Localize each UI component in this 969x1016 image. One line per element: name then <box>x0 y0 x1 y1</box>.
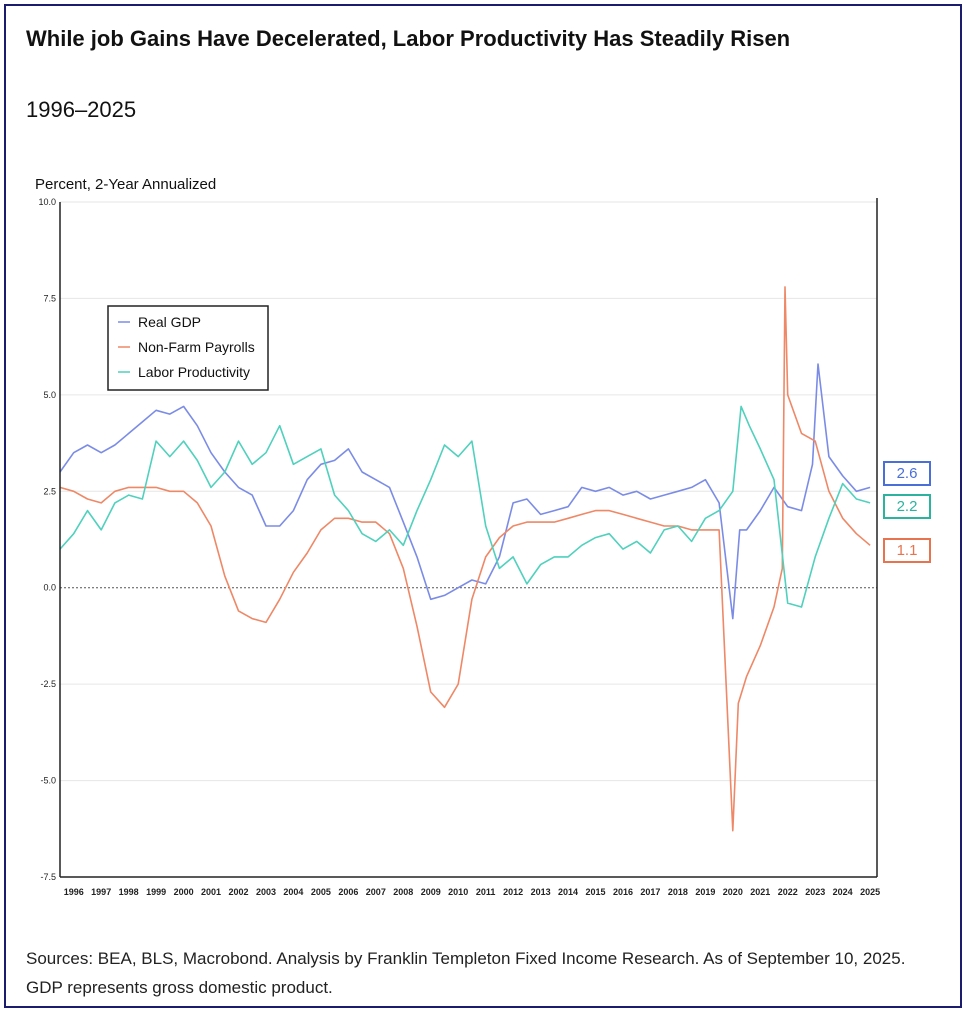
x-tick-label: 2013 <box>531 887 551 897</box>
axes <box>59 198 878 878</box>
x-tick-label: 2004 <box>283 887 303 897</box>
y-axis-label: Percent, 2-Year Annualized <box>35 176 216 193</box>
x-tick-label: 1996 <box>64 887 84 897</box>
y-axis-ticks: 10.0 7.5 5.0 2.5 0.0 -2.5 -5.0 -7.5 <box>38 197 56 882</box>
payrolls-series-line <box>59 286 871 832</box>
productivity-series-line <box>59 405 871 608</box>
x-tick-label: 2021 <box>750 887 770 897</box>
chart-subtitle: 1996–2025 <box>26 97 137 122</box>
y-tick-label: -7.5 <box>40 872 56 882</box>
x-tick-label: 2005 <box>311 887 331 897</box>
x-tick-label: 2024 <box>833 887 853 897</box>
legend: Real GDP Non-Farm Payrolls Labor Productiv… <box>107 305 269 391</box>
x-tick-label: 2023 <box>805 887 825 897</box>
source-note: Sources: BEA, BLS, Macrobond. Analysis b… <box>26 949 906 997</box>
legend-box <box>107 305 269 391</box>
y-tick-label: 2.5 <box>43 486 56 496</box>
x-tick-label: 1998 <box>119 887 139 897</box>
x-tick-label: 2009 <box>421 887 441 897</box>
x-tick-label: 2006 <box>338 887 358 897</box>
y-tick-label: -5.0 <box>40 776 56 786</box>
x-tick-label: 1997 <box>91 887 111 897</box>
x-tick-label: 2000 <box>174 887 194 897</box>
gdp-series-line <box>59 363 871 620</box>
x-tick-label: 2022 <box>778 887 798 897</box>
y-tick-label: 7.5 <box>43 293 56 303</box>
productivity-legend-label: Labor Productivity <box>138 364 250 380</box>
x-tick-label: 2008 <box>393 887 413 897</box>
x-tick-label: 2007 <box>366 887 386 897</box>
x-tick-label: 2025 <box>860 887 880 897</box>
x-tick-label: 2015 <box>585 887 605 897</box>
x-tick-label: 2010 <box>448 887 468 897</box>
gdp-legend-label: Real GDP <box>138 314 201 330</box>
x-tick-label: 2019 <box>695 887 715 897</box>
x-tick-label: 2018 <box>668 887 688 897</box>
y-tick-label: 10.0 <box>38 197 56 207</box>
chart-title: While job Gains Have Decelerated, Labor … <box>26 26 791 51</box>
payrolls-legend-label: Non-Farm Payrolls <box>138 339 255 355</box>
x-tick-label: 2014 <box>558 887 578 897</box>
x-tick-label: 2011 <box>476 887 496 897</box>
x-tick-label: 2020 <box>723 887 743 897</box>
y-tick-label: -2.5 <box>40 679 56 689</box>
gdp-end-value-badge: 2.6 <box>883 461 931 486</box>
x-tick-label: 2017 <box>640 887 660 897</box>
productivity-end-value-badge: 2.2 <box>883 494 931 519</box>
x-tick-label: 2016 <box>613 887 633 897</box>
x-tick-label: 2002 <box>228 887 248 897</box>
y-tick-label: 5.0 <box>43 390 56 400</box>
series-lines <box>59 286 871 832</box>
x-tick-label: 2012 <box>503 887 523 897</box>
x-tick-label: 2001 <box>201 887 221 897</box>
x-tick-label: 1999 <box>146 887 166 897</box>
x-axis-ticks: 1996 1997 1998 1999 2000 2001 2002 2003 2004 2005… <box>64 887 880 897</box>
x-tick-label: 2003 <box>256 887 276 897</box>
gridlines <box>60 201 877 878</box>
payrolls-end-value-badge: 1.1 <box>883 538 931 563</box>
y-tick-label: 0.0 <box>43 583 56 593</box>
